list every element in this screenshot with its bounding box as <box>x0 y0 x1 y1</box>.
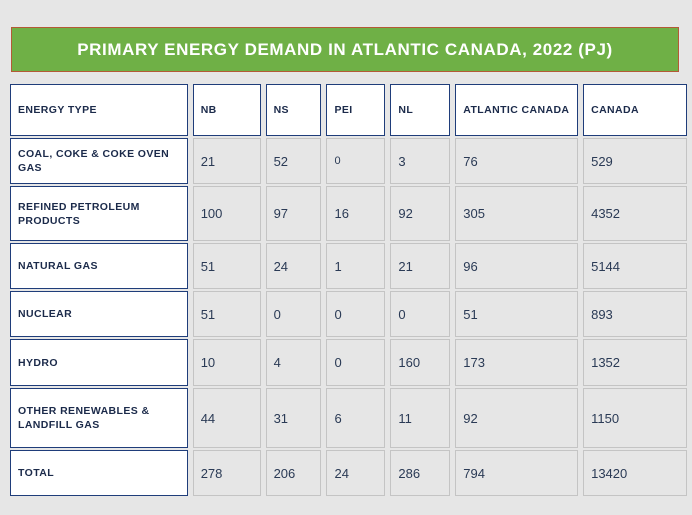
value-cell: 305 <box>455 186 579 241</box>
value-cell: 6 <box>326 388 386 448</box>
column-header-nb: NB <box>192 84 261 136</box>
value-cell: 206 <box>265 450 322 496</box>
value-cell: 92 <box>455 388 579 448</box>
value-cell: 1352 <box>583 339 687 386</box>
table-row: NATURAL GAS 51 24 1 21 96 5144 <box>10 243 687 289</box>
table-row: COAL, COKE & COKE OVEN GAS 21 52 0 3 76 … <box>10 138 687 184</box>
table-title: PRIMARY ENERGY DEMAND IN ATLANTIC CANADA… <box>11 27 679 72</box>
row-label: COAL, COKE & COKE OVEN GAS <box>10 138 188 184</box>
value-cell: 31 <box>265 388 322 448</box>
table-row: HYDRO 10 4 0 160 173 1352 <box>10 339 687 386</box>
value-cell: 44 <box>192 388 261 448</box>
value-cell: 3 <box>390 138 451 184</box>
value-cell: 13420 <box>583 450 687 496</box>
value-cell: 893 <box>583 291 687 337</box>
value-cell: 1 <box>326 243 386 289</box>
value-cell: 0 <box>390 291 451 337</box>
value-cell: 278 <box>192 450 261 496</box>
value-cell: 529 <box>583 138 687 184</box>
value-cell: 794 <box>455 450 579 496</box>
total-row: TOTAL 278 206 24 286 794 13420 <box>10 450 687 496</box>
value-cell: 0 <box>326 339 386 386</box>
value-cell: 51 <box>192 243 261 289</box>
table-row: NUCLEAR 51 0 0 0 51 893 <box>10 291 687 337</box>
value-cell: 76 <box>455 138 579 184</box>
column-header-ns: NS <box>265 84 322 136</box>
value-cell: 0 <box>326 291 386 337</box>
value-cell: 173 <box>455 339 579 386</box>
value-cell: 1150 <box>583 388 687 448</box>
value-cell: 11 <box>390 388 451 448</box>
column-header-energy-type: ENERGY TYPE <box>10 84 188 136</box>
value-cell: 51 <box>455 291 579 337</box>
row-label: HYDRO <box>10 339 188 386</box>
value-cell: 5144 <box>583 243 687 289</box>
column-header-nl: NL <box>390 84 451 136</box>
value-cell: 160 <box>390 339 451 386</box>
value-cell: 51 <box>192 291 261 337</box>
value-cell: 96 <box>455 243 579 289</box>
value-cell: 0 <box>326 138 386 184</box>
value-cell: 24 <box>326 450 386 496</box>
row-label: OTHER RENEWABLES & LANDFILL GAS <box>10 388 188 448</box>
value-cell: 21 <box>390 243 451 289</box>
value-cell: 4352 <box>583 186 687 241</box>
energy-demand-table: ENERGY TYPE NB NS PEI NL ATLANTIC CANADA… <box>5 82 692 498</box>
header-row: ENERGY TYPE NB NS PEI NL ATLANTIC CANADA… <box>10 84 687 136</box>
table-row: REFINED PETROLEUM PRODUCTS 100 97 16 92 … <box>10 186 687 241</box>
row-label: NUCLEAR <box>10 291 188 337</box>
row-label: REFINED PETROLEUM PRODUCTS <box>10 186 188 241</box>
column-header-canada: CANADA <box>583 84 687 136</box>
value-cell: 97 <box>265 186 322 241</box>
value-cell: 4 <box>265 339 322 386</box>
value-cell: 52 <box>265 138 322 184</box>
row-label: NATURAL GAS <box>10 243 188 289</box>
value-cell: 100 <box>192 186 261 241</box>
value-cell: 16 <box>326 186 386 241</box>
row-label: TOTAL <box>10 450 188 496</box>
value-cell: 21 <box>192 138 261 184</box>
value-cell: 24 <box>265 243 322 289</box>
value-cell: 0 <box>265 291 322 337</box>
value-cell: 92 <box>390 186 451 241</box>
table-row: OTHER RENEWABLES & LANDFILL GAS 44 31 6 … <box>10 388 687 448</box>
column-header-atlantic-canada: ATLANTIC CANADA <box>455 84 579 136</box>
value-cell: 10 <box>192 339 261 386</box>
column-header-pei: PEI <box>326 84 386 136</box>
value-cell: 286 <box>390 450 451 496</box>
